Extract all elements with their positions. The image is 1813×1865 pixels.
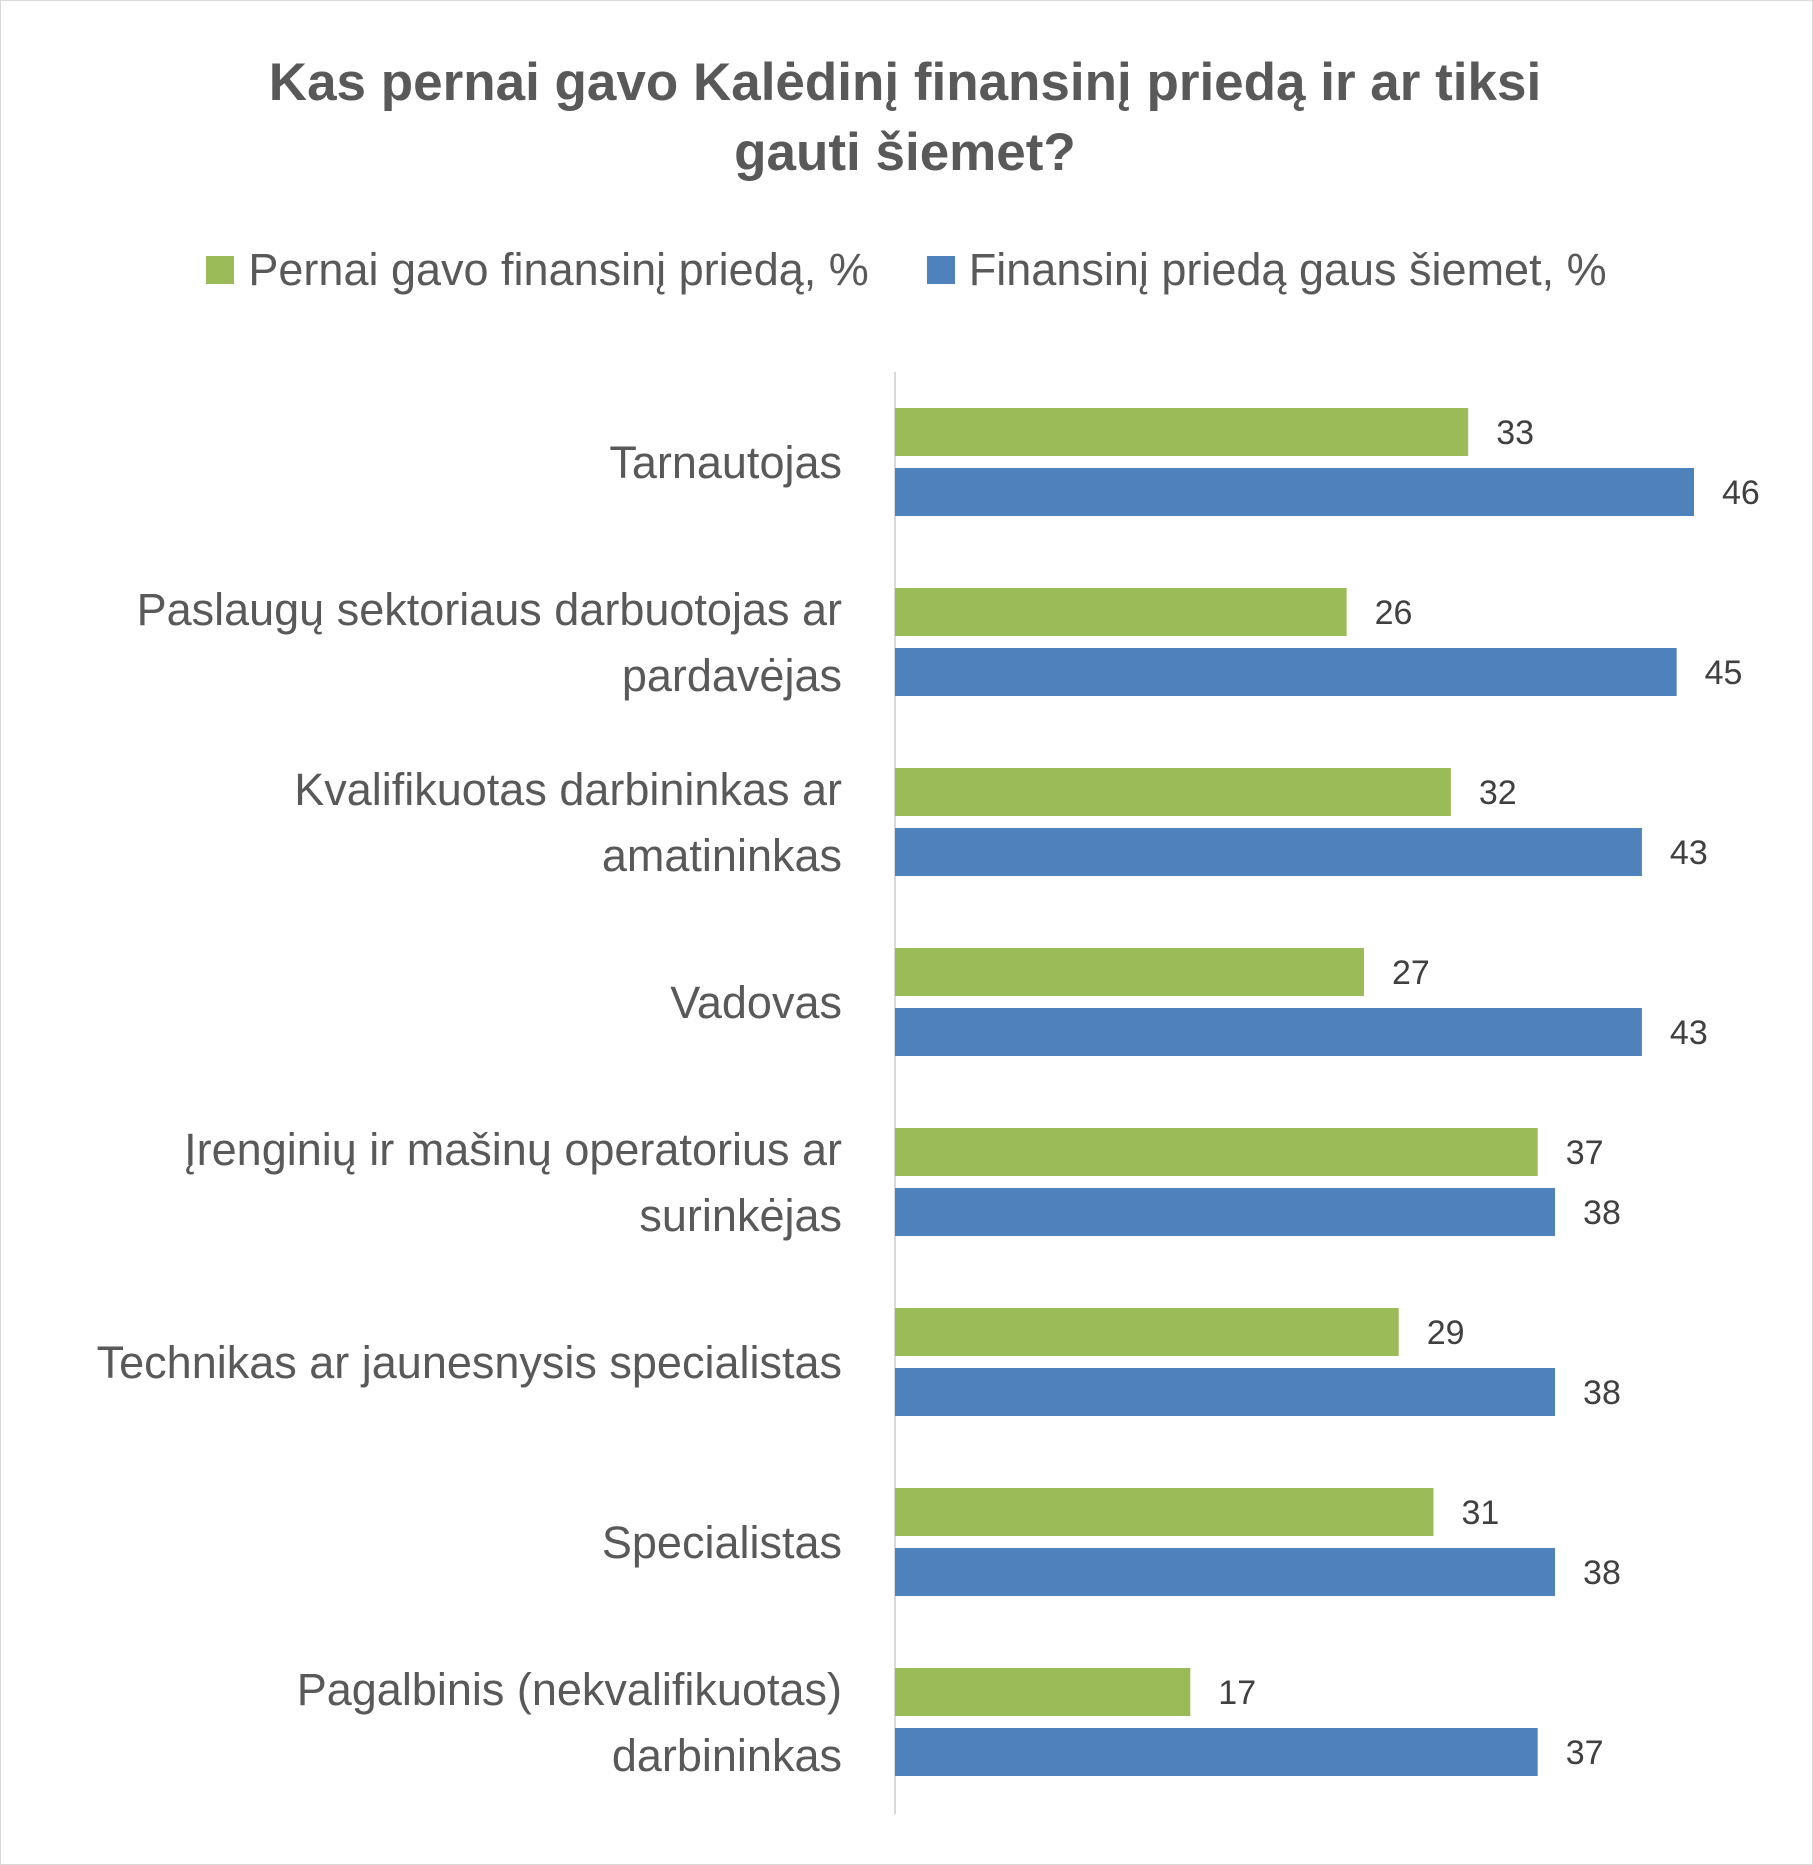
category-label-8: Pagalbinis (nekvalifikuotas) darbininkas xyxy=(297,1664,842,1781)
data-label-series-1-cat-4: 27 xyxy=(1392,954,1430,992)
bar-series-1-cat-3 xyxy=(895,768,1451,816)
data-label-series-1-cat-1: 33 xyxy=(1496,414,1534,452)
bar-series-2-cat-4 xyxy=(895,1008,1642,1056)
bar-series-1-cat-1 xyxy=(895,408,1469,456)
bar-series-1-cat-4 xyxy=(895,948,1364,996)
bar-series-1-cat-6 xyxy=(895,1308,1399,1356)
category-label-6: Technikas ar jaunesnysis specialistas xyxy=(97,1337,842,1388)
data-label-series-1-cat-2: 26 xyxy=(1375,594,1413,632)
data-label-series-1-cat-7: 31 xyxy=(1461,1494,1499,1532)
data-label-series-2-cat-4: 43 xyxy=(1670,1014,1708,1052)
data-label-series-2-cat-7: 38 xyxy=(1583,1554,1621,1592)
category-label-2: Paslaugų sektoriaus darbuotojas ar pardav… xyxy=(137,584,842,701)
category-label-3: Kvalifikuotas darbininkas ar amatininkas xyxy=(294,764,842,881)
bar-series-2-cat-8 xyxy=(895,1728,1538,1776)
bar-series-2-cat-2 xyxy=(895,648,1677,696)
bar-series-1-cat-7 xyxy=(895,1488,1434,1536)
legend-item-series-1: Pernai gavo finansinį priedą, % xyxy=(206,244,869,296)
legend-label-series-2: Finansinį priedą gaus šiemet, % xyxy=(968,244,1607,295)
data-label-series-2-cat-3: 43 xyxy=(1670,834,1708,872)
chart-title-line-1: Kas pernai gavo Kalėdinį finansinį pried… xyxy=(268,53,1542,112)
data-label-series-2-cat-5: 38 xyxy=(1583,1194,1621,1232)
data-label-series-2-cat-1: 46 xyxy=(1722,474,1760,512)
bar-series-2-cat-1 xyxy=(895,468,1695,516)
data-label-series-1-cat-5: 37 xyxy=(1566,1134,1604,1172)
data-label-series-1-cat-6: 29 xyxy=(1427,1314,1465,1352)
chart-title-line-2: gauti šiemet? xyxy=(734,123,1076,182)
data-label-series-2-cat-6: 38 xyxy=(1583,1374,1621,1412)
bar-series-1-cat-8 xyxy=(895,1668,1191,1716)
bar-series-2-cat-6 xyxy=(895,1368,1556,1416)
legend-swatch-series-2 xyxy=(926,256,955,284)
data-label-series-1-cat-3: 32 xyxy=(1479,774,1517,812)
chart-legend: Pernai gavo finansinį priedą, % Finansin… xyxy=(0,244,1813,296)
bar-series-2-cat-5 xyxy=(895,1188,1556,1236)
chart-title: Kas pernai gavo Kalėdinį finansinį pried… xyxy=(150,48,1660,188)
data-label-series-2-cat-2: 45 xyxy=(1705,654,1743,692)
category-label-5: Įrenginių ir mašinų operatorius ar surink… xyxy=(184,1124,842,1241)
category-label-4: Vadovas xyxy=(670,977,842,1028)
legend-swatch-series-1 xyxy=(206,256,235,284)
legend-label-series-1: Pernai gavo finansinį priedą, % xyxy=(248,244,869,295)
category-label-7: Specialistas xyxy=(602,1517,842,1568)
legend-item-series-2: Finansinį priedą gaus šiemet, % xyxy=(926,244,1607,296)
bar-series-1-cat-2 xyxy=(895,588,1347,636)
bar-series-2-cat-7 xyxy=(895,1548,1556,1596)
category-label-1: Tarnautojas xyxy=(609,437,842,488)
bar-series-2-cat-3 xyxy=(895,828,1642,876)
data-label-series-1-cat-8: 17 xyxy=(1218,1674,1256,1712)
bar-series-1-cat-5 xyxy=(895,1128,1538,1176)
data-label-series-2-cat-8: 37 xyxy=(1566,1734,1604,1772)
